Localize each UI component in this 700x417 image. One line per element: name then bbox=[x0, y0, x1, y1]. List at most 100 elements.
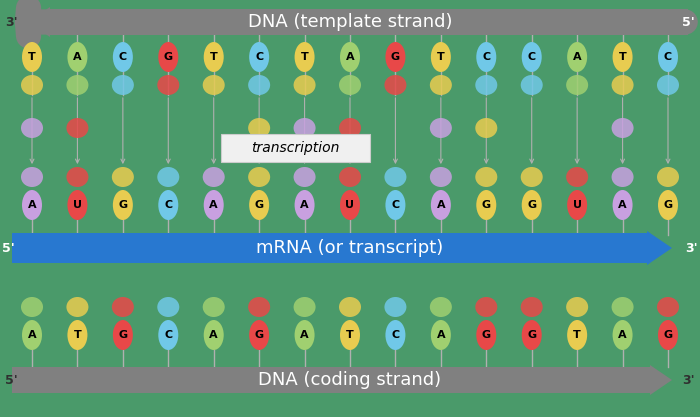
Ellipse shape bbox=[248, 167, 270, 187]
Ellipse shape bbox=[158, 190, 178, 220]
Ellipse shape bbox=[384, 75, 407, 95]
Text: A: A bbox=[28, 200, 36, 210]
Text: G: G bbox=[527, 330, 536, 340]
Ellipse shape bbox=[203, 297, 225, 317]
Ellipse shape bbox=[340, 42, 360, 72]
Ellipse shape bbox=[22, 190, 42, 220]
Ellipse shape bbox=[22, 320, 42, 350]
Ellipse shape bbox=[21, 75, 43, 95]
Text: C: C bbox=[664, 52, 672, 62]
Ellipse shape bbox=[203, 75, 225, 95]
Text: 3': 3' bbox=[5, 15, 18, 28]
Text: A: A bbox=[209, 200, 218, 210]
Text: G: G bbox=[118, 330, 127, 340]
Ellipse shape bbox=[612, 118, 634, 138]
Ellipse shape bbox=[612, 167, 634, 187]
Ellipse shape bbox=[66, 75, 88, 95]
Ellipse shape bbox=[113, 190, 133, 220]
Ellipse shape bbox=[522, 190, 542, 220]
Ellipse shape bbox=[475, 118, 497, 138]
Text: G: G bbox=[255, 330, 264, 340]
Text: T: T bbox=[28, 52, 36, 62]
Ellipse shape bbox=[431, 42, 451, 72]
Ellipse shape bbox=[293, 297, 316, 317]
Ellipse shape bbox=[248, 297, 270, 317]
Text: T: T bbox=[437, 52, 444, 62]
Ellipse shape bbox=[158, 167, 179, 187]
Ellipse shape bbox=[521, 297, 542, 317]
Text: A: A bbox=[573, 52, 582, 62]
Ellipse shape bbox=[204, 190, 224, 220]
Ellipse shape bbox=[340, 190, 360, 220]
Ellipse shape bbox=[295, 190, 314, 220]
Text: A: A bbox=[300, 330, 309, 340]
Ellipse shape bbox=[386, 42, 405, 72]
Ellipse shape bbox=[158, 320, 178, 350]
Text: T: T bbox=[346, 330, 354, 340]
Text: T: T bbox=[301, 52, 309, 62]
Ellipse shape bbox=[658, 320, 678, 350]
Ellipse shape bbox=[339, 167, 361, 187]
Ellipse shape bbox=[612, 75, 634, 95]
Text: G: G bbox=[664, 200, 673, 210]
Ellipse shape bbox=[612, 42, 633, 72]
Text: U: U bbox=[346, 200, 354, 210]
Ellipse shape bbox=[21, 167, 43, 187]
Text: G: G bbox=[482, 330, 491, 340]
Ellipse shape bbox=[66, 297, 88, 317]
Ellipse shape bbox=[21, 118, 43, 138]
Text: A: A bbox=[437, 200, 445, 210]
Text: transcription: transcription bbox=[251, 141, 340, 155]
Ellipse shape bbox=[248, 75, 270, 95]
Ellipse shape bbox=[612, 297, 634, 317]
Ellipse shape bbox=[66, 118, 88, 138]
Ellipse shape bbox=[249, 320, 269, 350]
Ellipse shape bbox=[293, 167, 316, 187]
Text: T: T bbox=[74, 330, 81, 340]
Ellipse shape bbox=[249, 190, 269, 220]
Ellipse shape bbox=[295, 42, 314, 72]
Text: 5': 5' bbox=[682, 15, 695, 28]
Ellipse shape bbox=[612, 320, 633, 350]
Text: 3': 3' bbox=[686, 241, 699, 254]
Ellipse shape bbox=[566, 167, 588, 187]
Text: G: G bbox=[118, 200, 127, 210]
Text: C: C bbox=[528, 52, 536, 62]
Ellipse shape bbox=[158, 75, 179, 95]
Ellipse shape bbox=[204, 320, 224, 350]
Ellipse shape bbox=[293, 118, 316, 138]
Text: A: A bbox=[346, 52, 354, 62]
Ellipse shape bbox=[521, 167, 542, 187]
Text: DNA (template strand): DNA (template strand) bbox=[248, 13, 452, 31]
Text: G: G bbox=[391, 52, 400, 62]
Ellipse shape bbox=[430, 118, 452, 138]
Ellipse shape bbox=[567, 320, 587, 350]
Text: T: T bbox=[210, 52, 218, 62]
Ellipse shape bbox=[522, 320, 542, 350]
Ellipse shape bbox=[476, 42, 496, 72]
Ellipse shape bbox=[566, 297, 588, 317]
Ellipse shape bbox=[475, 297, 497, 317]
Text: C: C bbox=[391, 200, 400, 210]
Ellipse shape bbox=[567, 42, 587, 72]
Ellipse shape bbox=[521, 75, 542, 95]
Ellipse shape bbox=[203, 167, 225, 187]
Ellipse shape bbox=[293, 75, 316, 95]
Ellipse shape bbox=[339, 118, 361, 138]
Text: C: C bbox=[119, 52, 127, 62]
Text: DNA (coding strand): DNA (coding strand) bbox=[258, 371, 442, 389]
Ellipse shape bbox=[295, 320, 314, 350]
Text: A: A bbox=[618, 330, 627, 340]
Ellipse shape bbox=[339, 75, 361, 95]
Ellipse shape bbox=[567, 190, 587, 220]
Text: C: C bbox=[164, 330, 172, 340]
FancyBboxPatch shape bbox=[220, 134, 370, 162]
Ellipse shape bbox=[22, 42, 42, 72]
Ellipse shape bbox=[158, 42, 178, 72]
Text: G: G bbox=[255, 200, 264, 210]
Ellipse shape bbox=[113, 320, 133, 350]
FancyArrow shape bbox=[12, 365, 672, 395]
Ellipse shape bbox=[248, 118, 270, 138]
Ellipse shape bbox=[113, 42, 133, 72]
Ellipse shape bbox=[430, 297, 452, 317]
